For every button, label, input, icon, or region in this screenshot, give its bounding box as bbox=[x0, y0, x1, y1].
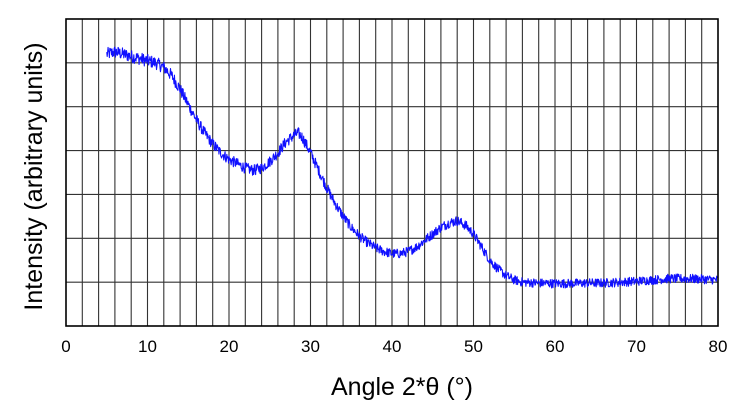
x-tick-label: 0 bbox=[61, 337, 70, 356]
y-axis-label: Intensity (arbitrary units) bbox=[20, 42, 48, 310]
tick-labels: 0 10 20 30 40 50 60 70 80 bbox=[61, 337, 727, 356]
series-intensity-line bbox=[106, 46, 719, 289]
x-tick-label: 40 bbox=[383, 337, 402, 356]
x-tick-label: 70 bbox=[627, 337, 646, 356]
x-tick-label: 10 bbox=[138, 337, 157, 356]
plot-frame bbox=[65, 18, 719, 327]
x-tick-label: 80 bbox=[709, 337, 728, 356]
x-tick-label: 50 bbox=[464, 337, 483, 356]
x-tick-label: 60 bbox=[546, 337, 565, 356]
x-tick-label: 30 bbox=[301, 337, 320, 356]
x-axis-label: Angle 2*θ (°) bbox=[331, 373, 473, 401]
x-tick-label: 20 bbox=[220, 337, 239, 356]
